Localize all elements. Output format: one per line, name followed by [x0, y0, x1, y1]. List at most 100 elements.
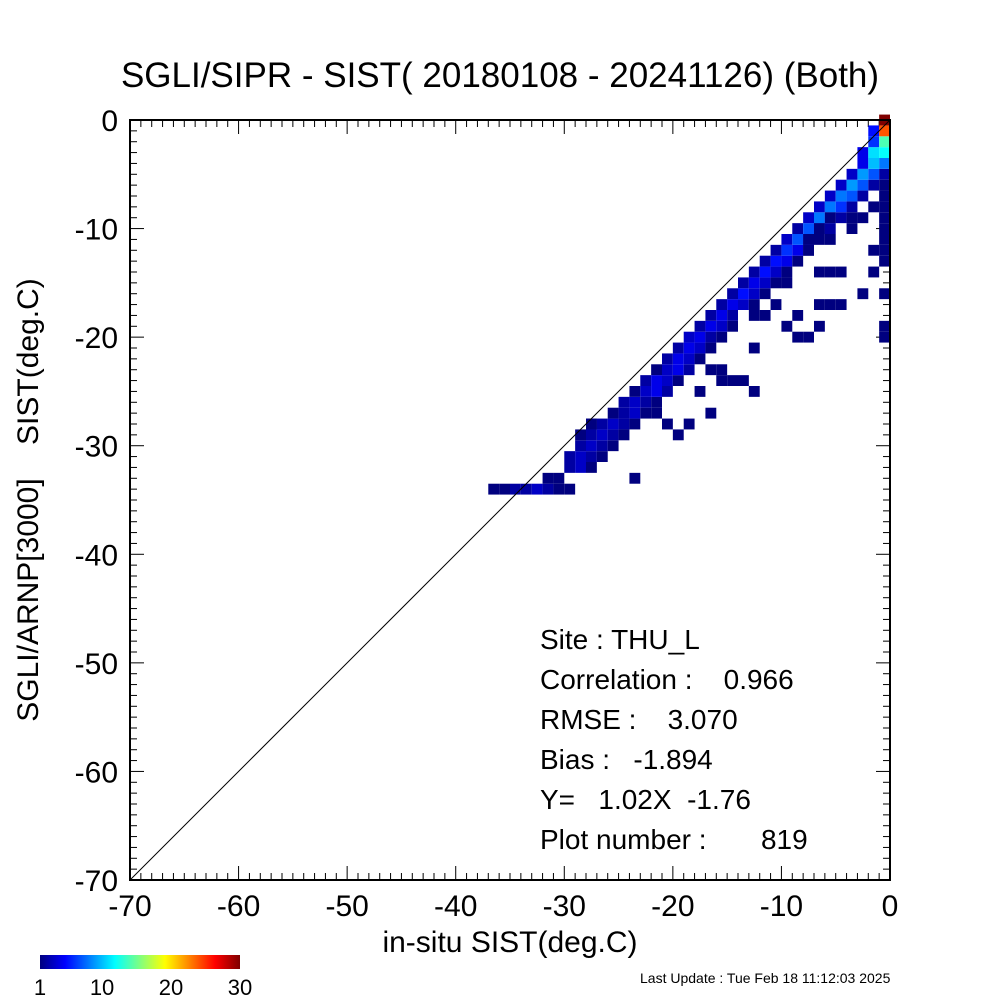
density-cell [748, 386, 760, 397]
density-cell [705, 342, 717, 354]
density-cell [835, 299, 847, 310]
density-cell [879, 255, 890, 267]
bias-label: Bias : -1.894 [540, 744, 713, 775]
density-cell [586, 429, 597, 441]
density-cell [672, 429, 684, 441]
density-cell [879, 331, 890, 343]
y-tick-label: -20 [75, 322, 118, 355]
density-cell [716, 364, 728, 376]
density-cell [629, 396, 641, 408]
density-cell [596, 418, 608, 430]
colorbar-tick-label: 10 [90, 975, 114, 1000]
y-axis-label: SGLI/ARNP[3000] SIST(deg.C) [12, 278, 45, 722]
density-cell [683, 331, 695, 343]
density-cell [835, 266, 847, 278]
density-cell [824, 212, 836, 224]
density-cell [607, 429, 619, 441]
density-cell [499, 483, 510, 495]
colorbar-tick-label: 30 [228, 975, 252, 1000]
density-cell [803, 234, 814, 245]
density-cell [716, 331, 728, 343]
density-cell [846, 201, 858, 213]
density-cell [879, 288, 890, 300]
density-cell [683, 353, 695, 365]
density-cell [879, 223, 890, 234]
density-cell [651, 386, 662, 397]
density-cell [748, 299, 760, 310]
density-cell [857, 288, 869, 300]
density-cell [781, 255, 793, 267]
y-tick-label: -70 [75, 865, 118, 898]
density-cell [814, 320, 825, 332]
density-cell [824, 299, 836, 310]
density-cell [879, 190, 890, 202]
y-tick-label: -40 [75, 539, 118, 572]
density-cell [662, 418, 673, 430]
density-cell [868, 147, 880, 158]
density-cell [814, 266, 825, 278]
density-cell [868, 179, 880, 191]
density-cell [596, 440, 608, 452]
density-cell [803, 212, 814, 224]
density-cell [705, 331, 717, 343]
regression-label: Y= 1.02X -1.76 [540, 784, 751, 815]
density-cell [651, 364, 662, 376]
density-cell [662, 386, 673, 397]
density-cell [770, 244, 782, 256]
density-cell [607, 418, 619, 430]
colorbar [40, 955, 240, 969]
density-cell [488, 483, 500, 495]
density-cell [770, 255, 782, 267]
density-cell [683, 342, 695, 354]
density-cell [803, 223, 814, 234]
density-cell [879, 125, 890, 137]
density-cell [575, 440, 586, 452]
density-cell [553, 472, 565, 484]
density-cell [672, 353, 684, 365]
density-cell [727, 288, 738, 300]
density-cell [705, 310, 717, 321]
density-cell [553, 483, 565, 495]
density-cell [716, 310, 728, 321]
density-cell [618, 407, 630, 419]
density-cell [857, 212, 869, 224]
density-cell [868, 136, 880, 148]
density-cell [607, 407, 619, 419]
density-cell [542, 483, 554, 495]
density-cell [879, 320, 890, 332]
x-tick-label: -20 [651, 890, 694, 923]
y-tick-label: -30 [75, 431, 118, 464]
density-cells [488, 114, 890, 495]
density-cell [846, 179, 858, 191]
density-cell [672, 364, 684, 376]
density-cell [814, 234, 825, 245]
density-cell [672, 375, 684, 386]
y-tick-label: -10 [75, 214, 118, 247]
density-cell [618, 396, 630, 408]
density-cell [510, 483, 521, 495]
density-cell [814, 212, 825, 224]
y-tick-label: -60 [75, 756, 118, 789]
density-cell [564, 483, 576, 495]
density-cell [618, 429, 630, 441]
density-cell [868, 266, 880, 278]
density-cell [607, 440, 619, 452]
x-tick-label: -40 [434, 890, 477, 923]
density-cell [792, 244, 804, 256]
density-cell [748, 277, 760, 289]
density-cell [662, 353, 673, 365]
density-cell [857, 190, 869, 202]
density-cell [520, 483, 532, 495]
density-cell [814, 223, 825, 234]
density-cell [727, 310, 738, 321]
density-cell [846, 223, 858, 234]
x-tick-label: -70 [108, 890, 151, 923]
last-update-label: Last Update : Tue Feb 18 11:12:03 2025 [640, 970, 891, 986]
density-cell [694, 342, 706, 354]
density-cell [596, 451, 608, 462]
correlation-label: Correlation : 0.966 [540, 664, 794, 695]
density-cell [596, 429, 608, 441]
density-cell [694, 386, 706, 397]
density-cell [781, 320, 793, 332]
density-cell [748, 342, 760, 354]
